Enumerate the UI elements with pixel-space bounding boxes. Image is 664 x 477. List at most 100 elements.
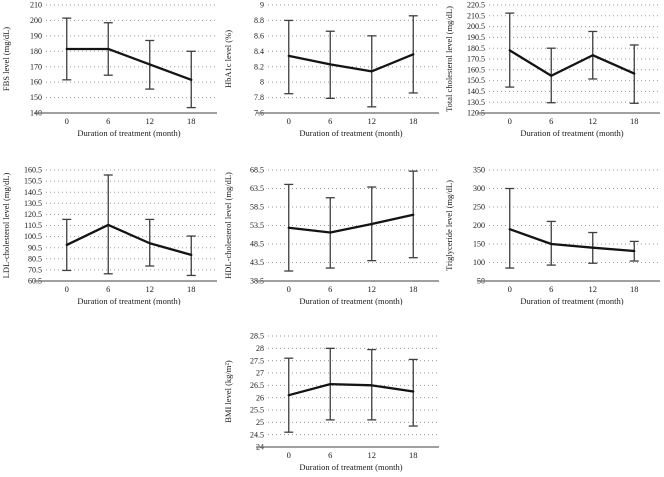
y-axis-title: HDL-cholesterol level (mg/dL)	[223, 172, 233, 279]
y-tick-label: 7.8	[254, 93, 264, 102]
x-tick-label: 12	[589, 116, 598, 126]
y-tick-label: 160.5	[467, 65, 485, 74]
y-tick-label: 140.5	[24, 188, 42, 197]
series-line-mean	[508, 49, 636, 77]
x-tick-label: 18	[187, 116, 196, 126]
y-tick-label: 150	[473, 240, 485, 249]
series-line-mean	[65, 223, 193, 257]
y-tick-label: 120.5	[467, 109, 485, 118]
series-line-mean	[287, 382, 415, 397]
y-tick-label: 130.5	[24, 199, 42, 208]
x-tick-label: 0	[508, 116, 512, 126]
y-tick-label: 220.5	[467, 1, 485, 10]
y-tick-label: 48.5	[250, 240, 264, 249]
x-tick-label: 12	[146, 116, 155, 126]
x-tick-label: 6	[328, 284, 332, 294]
y-tick-label: 350	[473, 166, 485, 175]
x-tick-label: 6	[106, 116, 110, 126]
chart-hba1c: 7.6 7.8 8 8.2 8.4 8.6 8.8 9 0 6 12 18 Duration of tr…	[222, 0, 443, 147]
y-tick-label: 100	[473, 258, 485, 267]
chart-svg-ldl-cholesterol: 60.570.580.590.5100.5110.5120.5130.5140.…	[1, 166, 217, 306]
y-axis-title: Triglyceride level (mg/dL)	[444, 180, 454, 271]
y-tick-label: 170.5	[467, 55, 485, 64]
y-tick-label: 170	[30, 62, 42, 71]
series-line-mean	[287, 53, 415, 73]
y-tick-label: 8.6	[254, 31, 264, 40]
y-tick-label: 25.5	[250, 406, 264, 415]
y-tick-label: 90.5	[28, 243, 42, 252]
y-tick-label: 8.8	[254, 16, 264, 25]
chart-triglyceride: 50 100 150 200 250 300 350 0 6 12 18 Duration of tr…	[443, 155, 664, 310]
y-axis-title: LDL-cholesterol level (mg/dL)	[1, 172, 11, 278]
x-tick-label: 0	[287, 450, 291, 460]
x-tick-label: 6	[549, 284, 553, 294]
y-tick-label: 28	[256, 344, 264, 353]
y-tick-label: 70.5	[28, 266, 42, 275]
x-axis-title: Duration of treatment (month)	[299, 296, 402, 305]
x-tick-label: 0	[287, 284, 291, 294]
x-tick-label: 18	[409, 116, 418, 126]
y-tick-label: 300	[473, 184, 485, 193]
y-tick-label: 25	[256, 418, 264, 427]
y-axis-title: HbA1c level (%)	[223, 30, 233, 88]
x-axis-title: Duration of treatment (month)	[77, 296, 180, 305]
y-tick-label: 120.5	[24, 210, 42, 219]
chart-total-cholesterol: 120.5 130.5 140.5 150.5 160.5 170.5 180.5 190.5…	[443, 0, 664, 147]
y-tick-label: 8.2	[254, 62, 264, 71]
error-bar	[408, 358, 418, 427]
y-tick-label: 140.5	[467, 87, 485, 96]
y-tick-label: 210	[30, 1, 42, 10]
y-tick-label: 43.5	[250, 258, 264, 267]
x-axis-title: Duration of treatment (month)	[520, 128, 623, 138]
y-axis-title: BMI level (kg/m²)	[223, 360, 233, 423]
x-tick-label: 12	[589, 284, 598, 294]
y-tick-label: 180.5	[467, 44, 485, 53]
x-tick-label: 18	[630, 284, 639, 294]
y-tick-label: 200	[473, 221, 485, 230]
y-tick-label: 210.5	[467, 11, 485, 20]
chart-bmi: 24 24.5 25 25.5 26 26.5 27 27.5 28 28.5 0 6 12 18 Dura…	[222, 318, 443, 477]
x-tick-label: 0	[287, 116, 291, 126]
y-tick-label: 53.5	[250, 221, 264, 230]
y-tick-label: 190.5	[467, 33, 485, 42]
y-tick-label: 160	[30, 78, 42, 87]
y-tick-label: 100.5	[24, 232, 42, 241]
y-tick-label: 200	[30, 16, 42, 25]
y-tick-label: 180	[30, 47, 42, 56]
x-tick-label: 6	[549, 116, 553, 126]
x-tick-label: 18	[409, 450, 418, 460]
x-axis-title: Duration of treatment (month)	[77, 128, 180, 138]
x-tick-label: 18	[409, 284, 418, 294]
x-tick-label: 0	[65, 284, 69, 294]
x-tick-label: 6	[328, 116, 332, 126]
series-line-mean	[65, 47, 193, 81]
y-axis-title: Total cholesterol level (mg/dL)	[444, 6, 454, 112]
x-tick-label: 12	[368, 116, 377, 126]
x-axis-title: Duration of treatment (month)	[299, 128, 402, 138]
y-tick-label: 8.4	[254, 47, 264, 56]
x-tick-label: 18	[630, 116, 639, 126]
x-tick-label: 0	[508, 284, 512, 294]
series-line-mean	[287, 213, 415, 234]
x-tick-label: 6	[328, 450, 332, 460]
x-axis-title: Duration of treatment (month)	[520, 296, 623, 305]
y-tick-label: 63.5	[250, 184, 264, 193]
y-tick-label: 150	[30, 93, 42, 102]
y-tick-label: 26	[256, 393, 264, 402]
series-line-mean	[508, 228, 636, 253]
y-tick-label: 26.5	[250, 381, 264, 390]
y-tick-label: 68.5	[250, 166, 264, 175]
y-tick-label: 80.5	[28, 254, 42, 263]
y-tick-label: 8	[260, 78, 264, 87]
y-tick-label: 27.5	[250, 356, 264, 365]
y-tick-label: 24.5	[250, 430, 264, 439]
y-tick-label: 9	[260, 1, 264, 10]
y-tick-label: 250	[473, 203, 485, 212]
y-tick-label: 190	[30, 31, 42, 40]
y-tick-label: 150.5	[467, 76, 485, 85]
